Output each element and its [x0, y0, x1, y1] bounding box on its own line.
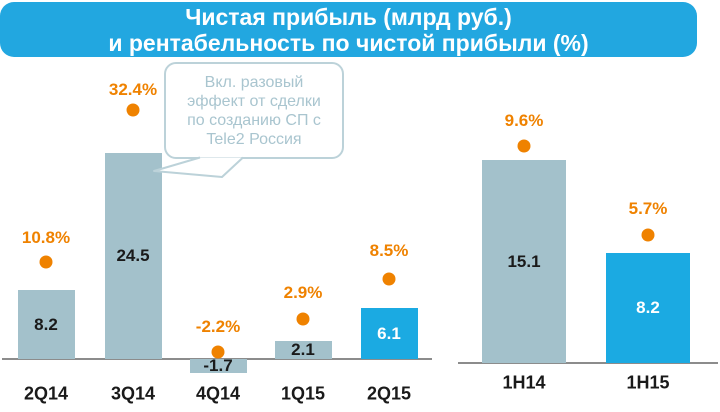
callout-text: Вкл. разовый эффект от сделки по создани… [187, 73, 321, 148]
bar-4Q14 [189, 359, 247, 373]
axis-tick-label-3Q14: 3Q14 [110, 383, 156, 404]
percent-label-2Q14: 10.8% [21, 228, 71, 247]
axis-tick-label-2Q15: 2Q15 [366, 383, 412, 404]
chart-title-banner: Чистая прибыль (млрд руб.) и рентабельно… [0, 2, 697, 57]
percent-dot-1H15 [641, 228, 655, 242]
axis-tick-label-2Q14: 2Q14 [23, 383, 69, 404]
bar-value-label-3Q14: 24.5 [116, 246, 150, 265]
percent-dot-4Q14 [211, 345, 225, 359]
percent-dot-2Q14 [39, 255, 53, 269]
percent-dot-2Q15 [382, 272, 396, 286]
axis-tick-label-1Q15: 1Q15 [280, 383, 326, 404]
axis-tick-label-4Q14: 4Q14 [195, 383, 241, 404]
bar-3Q14 [104, 153, 162, 359]
percent-label-2Q15: 8.5% [369, 241, 409, 260]
axis-tick-label-1H14: 1H14 [502, 372, 546, 393]
percent-dot-1H14 [517, 139, 531, 153]
bar-1H14 [482, 160, 566, 363]
percent-dot-3Q14 [126, 103, 140, 117]
percent-label-1Q15: 2.9% [283, 283, 323, 302]
bar-value-label-1H15: 8.2 [636, 298, 660, 317]
bar-1H15 [606, 253, 690, 363]
bar-1Q15 [274, 341, 332, 359]
callout-bubble: Вкл. разовый эффект от сделки по создани… [164, 62, 344, 159]
chart-title-line2: и рентабельность по чистой прибыли (%) [108, 29, 589, 56]
bar-2Q15 [360, 308, 418, 359]
percent-label-1H14: 9.6% [504, 111, 544, 130]
bar-2Q14 [17, 290, 75, 359]
axis-tick-label-1H15: 1H15 [626, 372, 670, 393]
percent-label-3Q14: 32.4% [108, 80, 158, 99]
axis-line-half-year [458, 362, 718, 364]
chart-title-line1: Чистая прибыль (млрд руб.) [185, 3, 512, 30]
bar-value-label-1Q15: 2.1 [291, 340, 315, 359]
percent-label-4Q14: -2.2% [195, 317, 241, 336]
bar-value-label-2Q15: 6.1 [377, 323, 401, 343]
bar-value-label-1H14: 15.1 [507, 251, 541, 271]
bar-value-label-4Q14: -1.7 [203, 356, 233, 375]
percent-dot-1Q15 [296, 312, 310, 326]
percent-label-1H15: 5.7% [628, 199, 668, 218]
bar-value-label-2Q14: 8.2 [34, 314, 58, 334]
